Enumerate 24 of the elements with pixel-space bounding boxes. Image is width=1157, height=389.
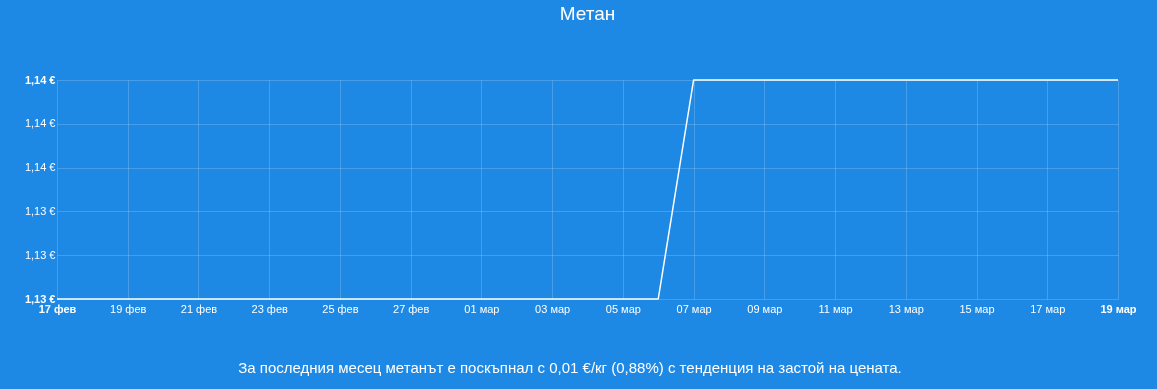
x-tick-label: 17 фев	[38, 302, 77, 315]
x-tick-label: 01 мар	[464, 302, 500, 315]
x-tick-label: 07 мар	[676, 302, 712, 315]
y-tick-label: 1,14 €	[24, 117, 56, 130]
x-tick-label: 09 мар	[747, 302, 783, 315]
x-tick-label: 25 фев	[322, 302, 359, 315]
x-tick-label: 17 мар	[1030, 302, 1066, 315]
x-tick-label: 03 мар	[535, 302, 571, 315]
y-tick-label: 1,14 €	[24, 161, 56, 174]
y-tick-label: 1,13 €	[24, 204, 56, 217]
x-tick-label: 19 мар	[1100, 302, 1137, 315]
x-tick-label: 27 фев	[393, 302, 430, 315]
chart-title: Метан	[559, 3, 616, 24]
y-tick-label: 1,14 €	[24, 73, 56, 86]
x-tick-label: 13 мар	[888, 302, 924, 315]
x-tick-label: 23 фев	[251, 302, 288, 315]
x-tick-label: 05 мар	[605, 302, 641, 315]
y-tick-label: 1,13 €	[24, 248, 56, 261]
y-tick-label: 1,13 €	[24, 292, 56, 305]
x-tick-label: 21 фев	[180, 302, 218, 315]
text: За последния месец метанът е поскъпнал с 0,01 €/кг (0,88%) с тенденция на застой на цената.	[238, 359, 902, 376]
x-tick-label: 11 мар	[818, 302, 853, 315]
x-tick-label: 15 мар	[959, 302, 995, 315]
x-tick-label: 19 фев	[110, 302, 147, 315]
